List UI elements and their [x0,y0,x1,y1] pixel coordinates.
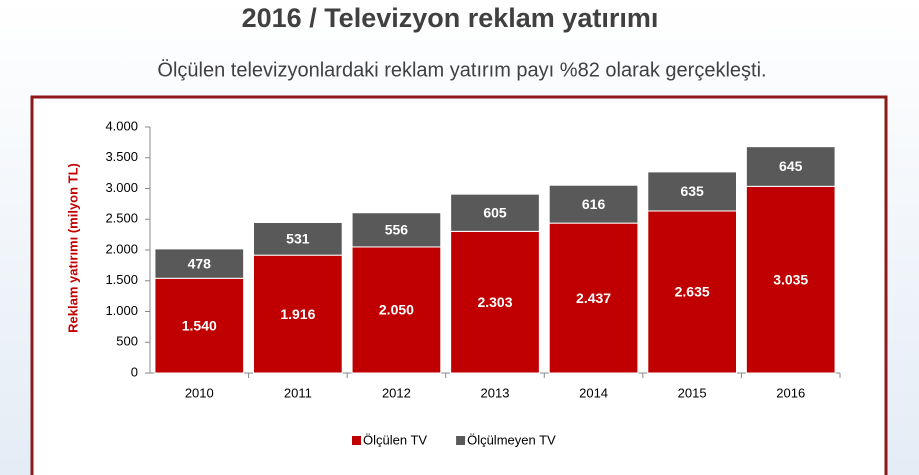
y-tick-label: 2.500 [105,211,138,226]
bar-segment [548,184,639,224]
bar-segment [745,185,836,374]
legend-swatch [456,436,466,445]
bar-segment [647,171,737,212]
y-tick-label: 0 [131,364,138,379]
x-tick-label: 2010 [185,385,214,400]
bar-segment [154,248,245,279]
y-tick-label: 1.500 [105,272,138,287]
y-axis-label: Reklam yatırımı (milyon TL) [65,163,80,333]
x-tick-label: 2012 [382,385,411,400]
x-tick-label: 2015 [678,385,707,400]
bar-segment [154,277,245,374]
x-tick-label: 2013 [481,385,510,400]
legend-swatch [352,436,361,445]
data-label: 556 [385,222,409,238]
data-label: 645 [779,158,803,174]
bar-segment [351,212,442,248]
legend-label: Ölçülmeyen TV [467,432,556,447]
y-tick-label: 2.000 [105,241,138,256]
legend-label: Ölçülen TV [363,432,427,447]
data-label: 2.303 [477,294,512,310]
data-label: 635 [680,183,704,199]
bar-segment [548,222,639,374]
x-tick-label: 2014 [579,385,608,400]
bar-segment [253,254,343,374]
x-tick-label: 2016 [776,385,805,400]
y-tick-label: 1.000 [105,303,138,318]
data-label: 2.635 [675,284,710,300]
bar-segment [450,193,540,232]
data-label: 605 [483,204,507,220]
y-tick-label: 3.000 [105,180,138,195]
data-label: 2.050 [379,302,414,318]
data-label: 1.540 [182,317,217,333]
data-label: 2.437 [576,290,611,306]
data-label: 478 [188,255,212,271]
bar-segment [351,246,442,374]
data-label: 616 [582,196,606,212]
data-label: 531 [286,231,310,247]
x-tick-label: 2011 [284,385,312,400]
chart-title: 2016 / Televizyon reklam yatırımı [242,3,659,33]
y-tick-label: 500 [116,334,138,349]
data-label: 3.035 [773,271,808,287]
data-label: 1.916 [280,306,315,322]
bar-segment [745,146,836,187]
y-tick-label: 3.500 [105,149,138,164]
chart-subtitle: Ölçülen televizyonlardaki reklam yatırım… [157,59,766,81]
bar-segment [253,222,343,256]
y-tick-label: 4.000 [105,118,138,133]
bar-segment [450,230,540,374]
